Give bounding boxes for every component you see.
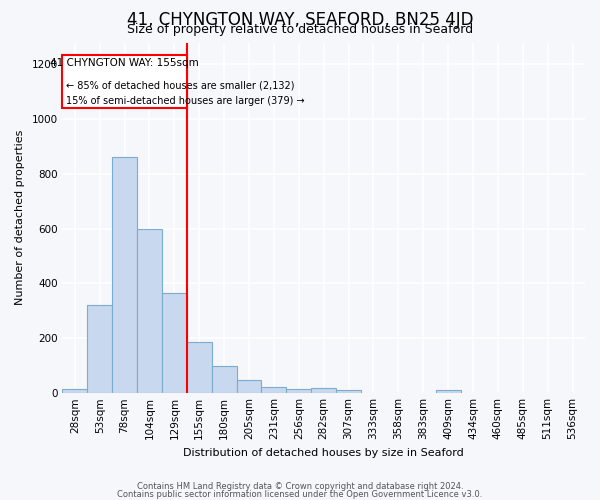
Bar bbox=[87, 306, 112, 393]
Bar bbox=[236, 380, 262, 393]
Text: 41 CHYNGTON WAY: 155sqm: 41 CHYNGTON WAY: 155sqm bbox=[50, 58, 199, 68]
Bar bbox=[162, 293, 187, 393]
Text: Contains public sector information licensed under the Open Government Licence v3: Contains public sector information licen… bbox=[118, 490, 482, 499]
Text: 41, CHYNGTON WAY, SEAFORD, BN25 4JD: 41, CHYNGTON WAY, SEAFORD, BN25 4JD bbox=[127, 11, 473, 29]
Bar bbox=[187, 342, 212, 393]
Bar bbox=[112, 158, 137, 393]
Bar bbox=[336, 390, 361, 393]
Bar bbox=[137, 228, 162, 393]
FancyBboxPatch shape bbox=[62, 55, 187, 108]
Text: ← 85% of detached houses are smaller (2,132): ← 85% of detached houses are smaller (2,… bbox=[66, 81, 295, 91]
Bar bbox=[311, 388, 336, 393]
Y-axis label: Number of detached properties: Number of detached properties bbox=[15, 130, 25, 306]
Text: Size of property relative to detached houses in Seaford: Size of property relative to detached ho… bbox=[127, 22, 473, 36]
Bar bbox=[286, 389, 311, 393]
Bar bbox=[212, 366, 236, 393]
Text: 15% of semi-detached houses are larger (379) →: 15% of semi-detached houses are larger (… bbox=[66, 96, 305, 106]
X-axis label: Distribution of detached houses by size in Seaford: Distribution of detached houses by size … bbox=[184, 448, 464, 458]
Bar bbox=[262, 388, 286, 393]
Bar bbox=[62, 389, 87, 393]
Bar bbox=[436, 390, 461, 393]
Text: Contains HM Land Registry data © Crown copyright and database right 2024.: Contains HM Land Registry data © Crown c… bbox=[137, 482, 463, 491]
